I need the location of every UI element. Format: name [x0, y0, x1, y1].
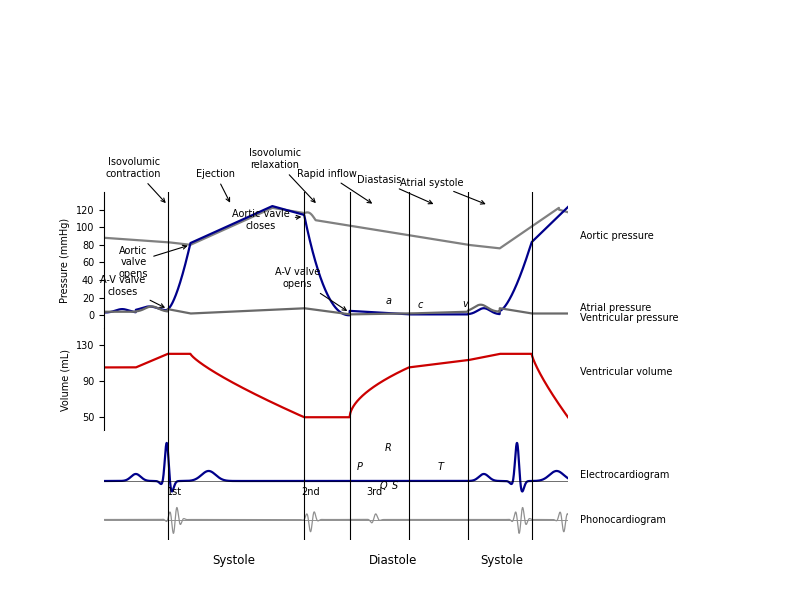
Text: Isovolumic
contraction: Isovolumic contraction: [106, 157, 165, 202]
Y-axis label: Volume (mL): Volume (mL): [60, 349, 70, 410]
Text: T: T: [438, 462, 444, 472]
Text: Q: Q: [380, 481, 387, 491]
Text: Aortic
valve
opens: Aortic valve opens: [119, 245, 186, 279]
Text: Rapid inflow: Rapid inflow: [297, 169, 371, 203]
Text: Systole: Systole: [212, 554, 255, 567]
Text: Electrocardiogram: Electrocardiogram: [580, 470, 670, 480]
Text: Diastasis: Diastasis: [357, 175, 433, 204]
Text: 3rd: 3rd: [366, 487, 382, 497]
Text: v: v: [462, 299, 469, 310]
Y-axis label: Pressure (mmHg): Pressure (mmHg): [60, 218, 70, 303]
Text: Ventricular volume: Ventricular volume: [580, 367, 672, 377]
Text: Diastole: Diastole: [369, 554, 417, 567]
Text: Aortic pressure: Aortic pressure: [580, 231, 654, 241]
Text: Phonocardiogram: Phonocardiogram: [580, 515, 666, 524]
Text: c: c: [418, 300, 423, 310]
Text: 1st: 1st: [167, 487, 182, 497]
Text: P: P: [357, 462, 363, 472]
Text: Ventricular pressure: Ventricular pressure: [580, 313, 678, 323]
Text: A-V valve
closes: A-V valve closes: [99, 275, 164, 307]
Text: A-V valve
opens: A-V valve opens: [274, 268, 346, 310]
Text: Atrial pressure: Atrial pressure: [580, 303, 651, 313]
Text: 2nd: 2nd: [302, 487, 320, 497]
Text: Systole: Systole: [481, 554, 523, 567]
Text: Isovolumic
relaxation: Isovolumic relaxation: [249, 148, 315, 202]
Text: Ejection: Ejection: [196, 169, 235, 202]
Text: S: S: [392, 481, 398, 491]
Text: Aortic vavle
closes: Aortic vavle closes: [232, 209, 300, 231]
Text: Atrial systole: Atrial systole: [400, 178, 485, 204]
Text: R: R: [385, 443, 392, 453]
Text: a: a: [386, 296, 391, 306]
